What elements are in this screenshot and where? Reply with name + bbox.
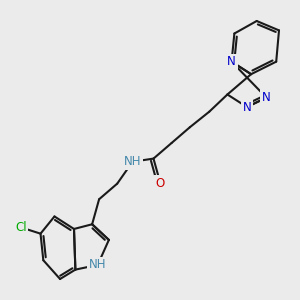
- Text: NH: NH: [89, 258, 106, 272]
- Text: Cl: Cl: [15, 221, 27, 234]
- Text: O: O: [156, 177, 165, 190]
- Text: N: N: [242, 100, 251, 113]
- Text: N: N: [227, 55, 236, 68]
- Text: N: N: [262, 91, 271, 104]
- Text: N: N: [227, 55, 236, 68]
- Text: NH: NH: [124, 155, 141, 168]
